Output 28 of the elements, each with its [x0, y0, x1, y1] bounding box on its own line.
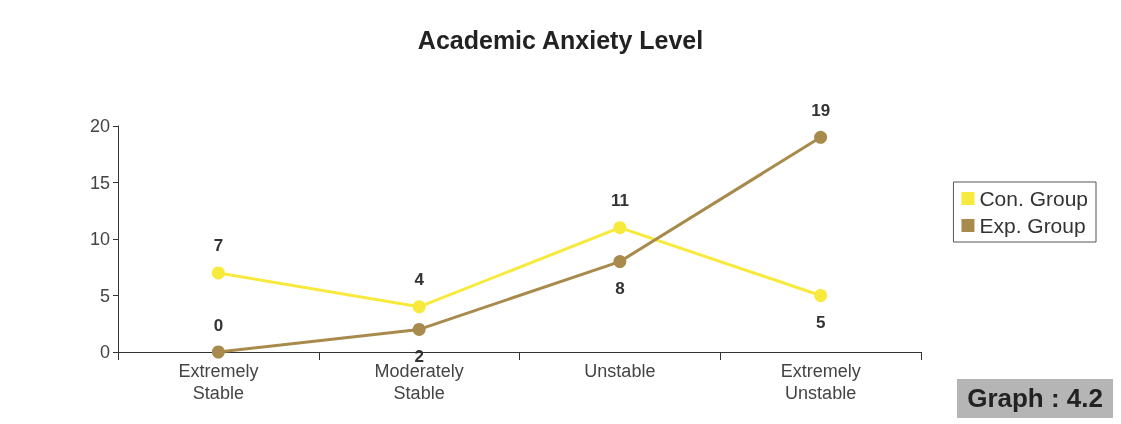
y-tick-label: 10 — [89, 229, 110, 249]
point — [211, 266, 225, 280]
legend-label: Con. Group — [979, 187, 1088, 210]
point — [412, 300, 426, 314]
y-tick-label: 0 — [99, 342, 110, 362]
data-label: 19 — [811, 100, 831, 120]
data-label: 11 — [610, 191, 629, 211]
point — [814, 130, 828, 144]
y-tick-label: 5 — [99, 285, 110, 306]
y-tick-label: 15 — [89, 172, 110, 193]
data-label: 5 — [815, 313, 826, 332]
x-tick-label: Unstable — [584, 361, 656, 381]
point — [412, 322, 426, 336]
x-tick-label: Extremely Stable — [178, 361, 259, 403]
point — [613, 255, 627, 269]
text: Graph : 4.2 — [957, 379, 1113, 418]
point — [814, 289, 828, 302]
data-label: 4 — [414, 270, 425, 290]
x-tick-label: Extremely Unstable — [780, 361, 861, 403]
data-label: 0 — [213, 315, 224, 335]
point — [613, 221, 627, 235]
chart-title: Academic Anxiety Level — [417, 25, 704, 54]
legend-label: Exp. Group — [979, 214, 1086, 237]
data-label: 7 — [213, 236, 224, 256]
point — [211, 345, 225, 359]
data-label: 8 — [615, 279, 625, 299]
y-tick-label: 20 — [89, 116, 110, 136]
x-tick-label: Moderately Stable — [374, 361, 464, 403]
